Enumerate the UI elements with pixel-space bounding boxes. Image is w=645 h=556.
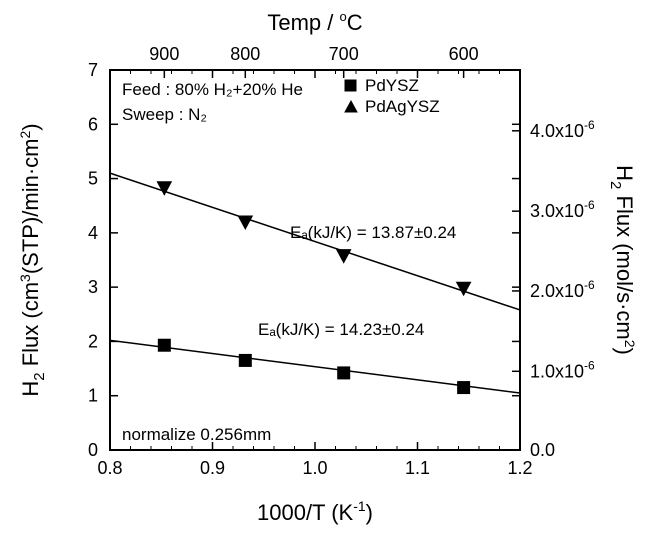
legend-label-0: PdYSZ [365,76,419,95]
svg-text:6: 6 [88,114,98,134]
legend-marker-square [345,80,356,91]
svg-text:1.0: 1.0 [302,458,327,478]
svg-text:3: 3 [88,277,98,297]
svg-text:900: 900 [149,44,179,64]
marker-square [239,354,251,366]
svg-text:2: 2 [88,331,98,351]
svg-text:0: 0 [88,440,98,460]
marker-square [158,339,170,351]
annot-sweep: Sweep : N₂ [122,105,207,124]
marker-square [458,382,470,394]
svg-text:1: 1 [88,386,98,406]
svg-text:700: 700 [329,44,359,64]
svg-text:1.2: 1.2 [507,458,532,478]
svg-text:800: 800 [230,44,260,64]
svg-text:1.1: 1.1 [405,458,430,478]
annot-feed: Feed : 80% H₂+20% He [122,80,303,99]
legend-label-1: PdAgYSZ [365,97,440,116]
annot-normalize: normalize 0.256mm [122,425,271,444]
annot-ea-lower: Eₐ(kJ/K) = 14.23±0.24 [258,320,424,339]
arrhenius-chart: { "chart":{ "type":"scatter-with-fit", "… [0,0,645,556]
svg-text:0.8: 0.8 [97,458,122,478]
svg-text:0.9: 0.9 [200,458,225,478]
annot-ea-upper: Eₐ(kJ/K) = 13.87±0.24 [290,223,456,242]
marker-square [338,367,350,379]
top-axis-title: Temp / oC [267,9,362,35]
svg-text:0.0: 0.0 [530,440,555,460]
svg-text:4: 4 [88,223,98,243]
svg-text:5: 5 [88,169,98,189]
svg-text:7: 7 [88,60,98,80]
chart-svg: 0.8 0.9 1.0 1.1 1.2 900 800 700 600 0 1 2 3 4 5 6 7 0.… [0,0,645,556]
svg-text:600: 600 [449,44,479,64]
